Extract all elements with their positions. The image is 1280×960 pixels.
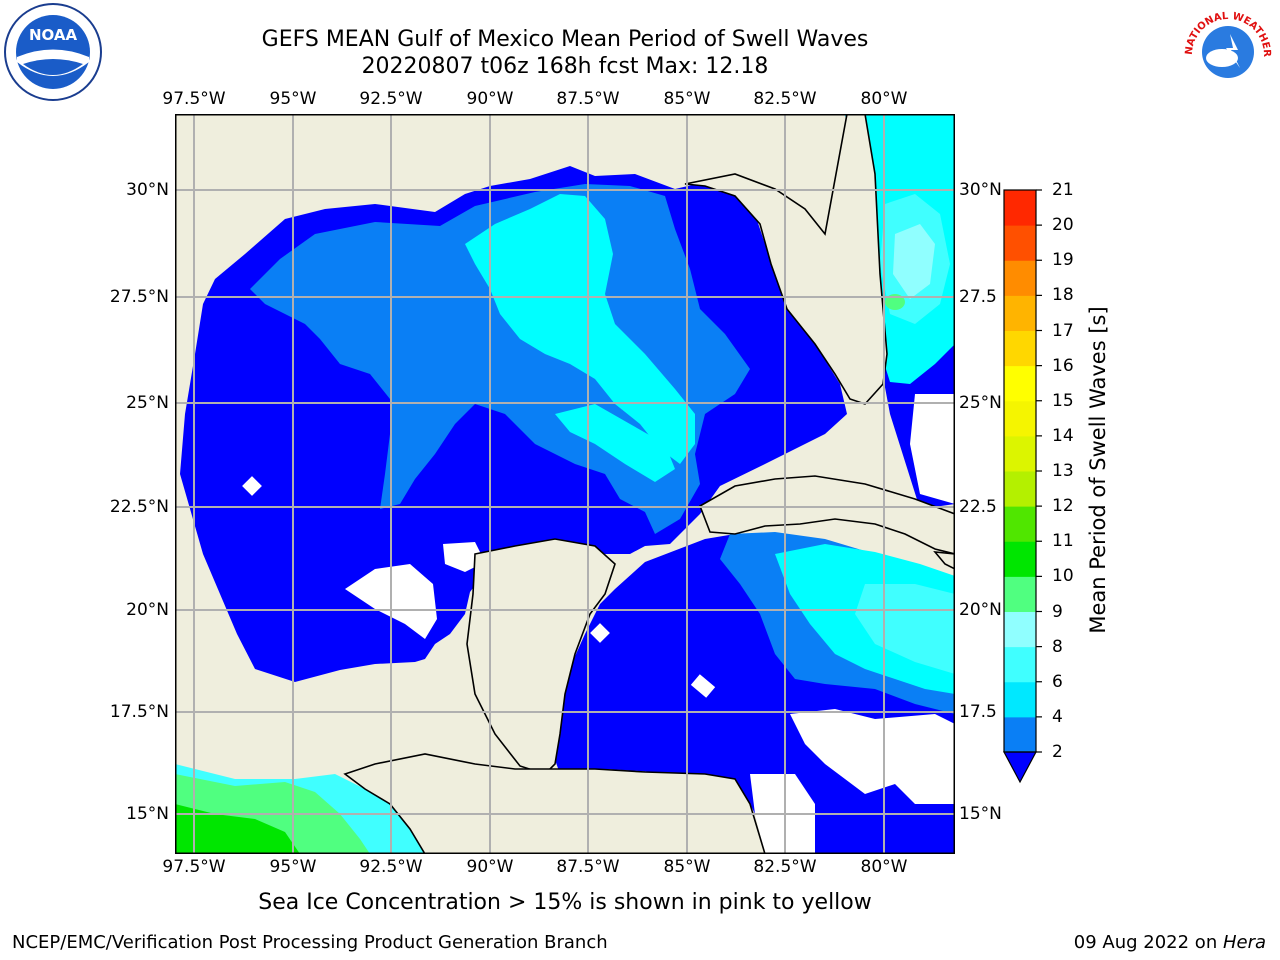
- colorbar-segment: [1004, 365, 1036, 402]
- lon-label-bottom: 92.5°W: [359, 857, 423, 877]
- colorbar-segment: [1004, 225, 1036, 261]
- colorbar-segment: [1004, 435, 1036, 472]
- hispaniola-edge: [933, 551, 955, 570]
- colorbar-below-arrow: [1003, 751, 1037, 784]
- colorbar-segment: [1004, 611, 1036, 648]
- colorbar-segment: [1004, 295, 1036, 331]
- lon-label-top: 87.5°W: [556, 89, 620, 109]
- colorbar-segment: [1004, 471, 1036, 507]
- colorbar-segment: [1004, 190, 1036, 226]
- colorbar-label: 10: [1052, 566, 1074, 587]
- lat-label-right: 22.5: [959, 497, 997, 517]
- lat-label-right: 30°N: [959, 180, 1002, 200]
- colorbar-label: 11: [1052, 531, 1074, 552]
- colorbar-label: 14: [1052, 425, 1074, 446]
- svg-text:NOAA: NOAA: [29, 26, 78, 44]
- lon-label-top: 80°W: [860, 89, 908, 109]
- lon-label-top: 90°W: [466, 89, 514, 109]
- noaa-logo: NOAA: [3, 2, 103, 106]
- colorbar-label: 9: [1052, 601, 1063, 622]
- lon-label-top: 97.5°W: [162, 89, 226, 109]
- lon-label-top: 92.5°W: [359, 89, 423, 109]
- colorbar-label: 20: [1052, 215, 1074, 236]
- colorbar-label: 12: [1052, 496, 1074, 517]
- footer-date: 09 Aug 2022 on Hera: [1074, 932, 1266, 953]
- no-data-small-3: [690, 674, 716, 698]
- footer-date-text: 09 Aug 2022 on: [1073, 932, 1223, 953]
- colorbar-segment: [1004, 541, 1036, 577]
- colorbar-label: 15: [1052, 390, 1074, 411]
- lat-label-left: 20°N: [126, 600, 169, 620]
- swell-10-11-pacific: [175, 804, 300, 854]
- colorbar-segment: [1004, 330, 1036, 367]
- graticule: [175, 114, 955, 854]
- colorbar-segment: [1004, 576, 1036, 612]
- lat-label-left: 30°N: [126, 180, 169, 200]
- lat-label-left: 27.5°N: [109, 287, 169, 307]
- sea-ice-note: Sea Ice Concentration > 15% is shown in …: [258, 890, 872, 915]
- colorbar-label: 18: [1052, 285, 1074, 306]
- colorbar-segment: [1004, 681, 1036, 718]
- lon-label-bottom: 90°W: [466, 857, 514, 877]
- no-data-florida-keys: [910, 394, 955, 504]
- lon-label-bottom: 80°W: [860, 857, 908, 877]
- chart-subtitle: 20220807 t06z 168h fcst Max: 12.18: [361, 54, 769, 79]
- colorbar-segment: [1004, 400, 1036, 437]
- colorbar-label: 21: [1052, 180, 1074, 200]
- lat-label-left: 25°N: [126, 393, 169, 413]
- lon-label-bottom: 85°W: [663, 857, 711, 877]
- lat-label-right: 25°N: [959, 393, 1002, 413]
- colorbar-label: 16: [1052, 355, 1074, 376]
- lon-label-top: 82.5°W: [753, 89, 817, 109]
- colorbar: [1003, 189, 1042, 784]
- map-frame: [175, 114, 955, 854]
- colorbar-label: 4: [1052, 706, 1063, 727]
- no-data-caribbean-sw: [790, 709, 955, 804]
- colorbar-label: 13: [1052, 461, 1074, 481]
- colorbar-segment: [1004, 506, 1036, 542]
- lon-label-bottom: 82.5°W: [753, 857, 817, 877]
- lon-label-top: 95°W: [269, 89, 317, 109]
- swell-4-6-loop: [555, 404, 675, 482]
- lat-label-left: 22.5°N: [109, 497, 169, 517]
- lat-label-left: 17.5°N: [109, 702, 169, 722]
- colorbar-label: 17: [1052, 320, 1074, 341]
- footer-credit: NCEP/EMC/Verification Post Processing Pr…: [12, 932, 608, 953]
- lon-label-bottom: 87.5°W: [556, 857, 620, 877]
- lat-label-right: 20°N: [959, 600, 1002, 620]
- colorbar-label: 19: [1052, 250, 1074, 271]
- colorbar-title: Mean Period of Swell Waves [s]: [1086, 306, 1110, 634]
- central-america: [343, 753, 766, 854]
- colorbar-label: 6: [1052, 671, 1063, 692]
- colorbar-segment: [1004, 260, 1036, 296]
- colorbar-segment: [1004, 646, 1036, 683]
- gulf-map: [175, 114, 955, 854]
- cuba: [699, 475, 955, 555]
- lon-label-bottom: 95°W: [269, 857, 317, 877]
- colorbar-segment: [1004, 716, 1036, 753]
- lon-label-top: 85°W: [663, 89, 711, 109]
- colorbar-ticks: [1036, 189, 1042, 753]
- chart-title: GEFS MEAN Gulf of Mexico Mean Period of …: [261, 27, 869, 52]
- lat-label-right: 17.5: [959, 702, 997, 722]
- nws-logo: NATIONAL WEATHER SERVICE: [1174, 0, 1278, 104]
- colorbar-segments: [1004, 190, 1036, 753]
- lat-label-left: 15°N: [126, 804, 169, 824]
- footer-machine: Hera: [1222, 932, 1266, 953]
- lat-label-right: 27.5: [959, 287, 997, 307]
- colorbar-label: 2: [1052, 742, 1063, 762]
- swell-6-8-caribbean: [855, 584, 955, 674]
- lon-label-bottom: 97.5°W: [162, 857, 226, 877]
- swell-8-9-atlantic: [893, 224, 935, 299]
- swell-4-6-gulf: [465, 194, 695, 464]
- colorbar-label: 8: [1052, 636, 1063, 657]
- no-data-small-1: [242, 476, 262, 496]
- lat-label-right: 15°N: [959, 804, 1002, 824]
